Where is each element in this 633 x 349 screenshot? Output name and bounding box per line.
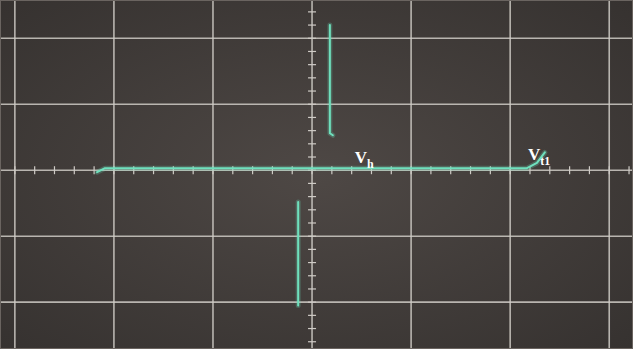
grid-line bbox=[509, 0, 511, 349]
annotation-text: V bbox=[528, 145, 541, 164]
minor-tick bbox=[308, 156, 316, 157]
minor-tick bbox=[569, 166, 570, 174]
grid-line bbox=[311, 0, 313, 349]
minor-tick bbox=[308, 183, 316, 184]
annotation: Vt1 bbox=[528, 145, 550, 168]
graticule-minor bbox=[15, 12, 629, 342]
minor-tick bbox=[94, 166, 95, 174]
minor-tick bbox=[308, 51, 316, 52]
minor-tick bbox=[308, 104, 316, 105]
grid-line bbox=[0, 103, 633, 105]
minor-tick bbox=[308, 196, 316, 197]
grid-line bbox=[608, 0, 610, 349]
annotation-subscript: t1 bbox=[540, 154, 550, 168]
minor-tick bbox=[308, 11, 316, 12]
grid-line bbox=[410, 0, 412, 349]
grid-line bbox=[14, 0, 16, 349]
minor-tick bbox=[308, 315, 316, 316]
trace-glow bbox=[97, 25, 545, 305]
background bbox=[0, 0, 633, 349]
annotation: Vh bbox=[355, 148, 374, 171]
annotation-subscript: h bbox=[367, 157, 374, 171]
minor-tick bbox=[308, 77, 316, 78]
scope-screen: VhVt1 bbox=[0, 0, 633, 349]
minor-tick bbox=[308, 288, 316, 289]
minor-tick bbox=[308, 117, 316, 118]
minor-tick bbox=[54, 166, 55, 174]
minor-tick bbox=[308, 222, 316, 223]
grid-line bbox=[0, 37, 633, 39]
annotation-text: V bbox=[355, 148, 368, 167]
chart: VhVt1 bbox=[0, 0, 633, 349]
minor-tick bbox=[14, 166, 15, 174]
minor-tick bbox=[308, 262, 316, 263]
grid bbox=[0, 0, 633, 349]
trace bbox=[97, 25, 545, 305]
minor-tick bbox=[308, 38, 316, 39]
minor-tick bbox=[308, 143, 316, 144]
minor-tick bbox=[308, 90, 316, 91]
minor-tick bbox=[308, 64, 316, 65]
minor-tick bbox=[308, 328, 316, 329]
minor-tick bbox=[308, 130, 316, 131]
minor-tick bbox=[74, 166, 75, 174]
minor-tick bbox=[628, 166, 629, 174]
minor-tick bbox=[609, 166, 610, 174]
grid-line bbox=[212, 0, 214, 349]
grid-line bbox=[113, 0, 115, 349]
minor-tick bbox=[308, 209, 316, 210]
trace-group bbox=[97, 25, 545, 305]
minor-tick bbox=[308, 302, 316, 303]
minor-tick bbox=[308, 236, 316, 237]
minor-tick bbox=[34, 166, 35, 174]
minor-tick bbox=[308, 24, 316, 25]
minor-tick bbox=[589, 166, 590, 174]
plot-frame bbox=[1, 1, 633, 349]
grid-line bbox=[0, 301, 633, 303]
minor-tick bbox=[308, 275, 316, 276]
grid-line bbox=[0, 235, 633, 237]
minor-tick bbox=[308, 341, 316, 342]
minor-tick bbox=[308, 249, 316, 250]
